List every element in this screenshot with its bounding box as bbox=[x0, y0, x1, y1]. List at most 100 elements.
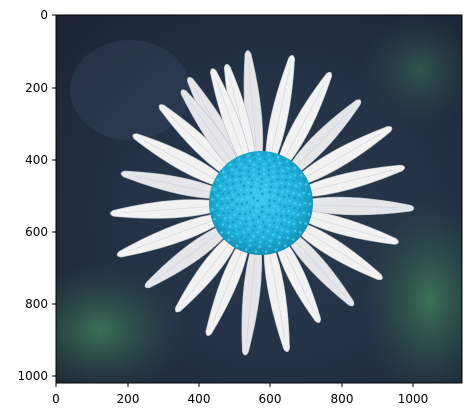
x-tick-label: 600 bbox=[259, 392, 282, 406]
floret bbox=[267, 219, 270, 222]
floret bbox=[288, 241, 291, 245]
floret bbox=[265, 178, 269, 182]
floret bbox=[259, 182, 263, 186]
floret bbox=[214, 183, 217, 187]
bg-blur-top-left bbox=[70, 40, 190, 140]
floret bbox=[278, 186, 281, 190]
floret bbox=[256, 193, 259, 197]
floret bbox=[283, 200, 287, 203]
floret bbox=[254, 250, 258, 254]
y-tick-label: 800 bbox=[25, 297, 48, 311]
petal-vein bbox=[299, 170, 393, 194]
floret bbox=[249, 191, 253, 195]
floret bbox=[262, 162, 266, 166]
floret bbox=[230, 198, 234, 202]
floret bbox=[268, 190, 272, 194]
floret bbox=[254, 188, 257, 192]
floret bbox=[267, 153, 270, 156]
floret bbox=[267, 168, 271, 172]
floret bbox=[219, 184, 222, 188]
floret bbox=[247, 169, 251, 173]
floret bbox=[262, 172, 266, 176]
floret bbox=[217, 214, 221, 217]
floret bbox=[247, 175, 251, 178]
floret bbox=[279, 246, 283, 250]
floret bbox=[220, 202, 224, 205]
floret bbox=[225, 201, 229, 205]
floret bbox=[273, 243, 276, 247]
floret bbox=[261, 230, 265, 234]
floret bbox=[238, 212, 241, 216]
floret bbox=[301, 186, 304, 190]
petal bbox=[263, 241, 290, 353]
petal bbox=[298, 164, 405, 198]
floret bbox=[239, 188, 243, 192]
floret bbox=[217, 189, 221, 192]
floret bbox=[263, 225, 267, 228]
floret bbox=[248, 223, 252, 226]
floret bbox=[231, 220, 235, 224]
floret bbox=[277, 166, 280, 170]
floret bbox=[240, 235, 243, 238]
floret bbox=[284, 224, 288, 228]
floret bbox=[281, 175, 284, 178]
floret bbox=[293, 196, 296, 200]
floret bbox=[280, 228, 284, 231]
floret bbox=[252, 168, 255, 172]
floret bbox=[288, 204, 292, 208]
y-tick-label: 1000 bbox=[17, 369, 48, 383]
floret bbox=[256, 199, 260, 202]
floret bbox=[242, 172, 246, 175]
floret bbox=[298, 208, 301, 212]
floret bbox=[285, 172, 289, 176]
floret bbox=[231, 182, 235, 186]
floret bbox=[227, 191, 230, 195]
floret bbox=[267, 234, 270, 238]
floret bbox=[251, 153, 255, 156]
floret bbox=[221, 223, 224, 226]
floret bbox=[221, 207, 224, 210]
floret bbox=[213, 217, 217, 221]
floret bbox=[247, 233, 250, 236]
floret bbox=[271, 216, 275, 220]
floret bbox=[276, 155, 280, 159]
floret bbox=[292, 179, 295, 183]
floret bbox=[303, 206, 307, 210]
petal-vein bbox=[133, 175, 222, 195]
floret bbox=[250, 185, 253, 188]
floret bbox=[226, 221, 229, 224]
floret bbox=[251, 234, 255, 238]
floret bbox=[236, 208, 240, 211]
floret bbox=[267, 173, 271, 177]
floret bbox=[235, 244, 239, 248]
floret bbox=[302, 191, 306, 195]
petal-vein bbox=[216, 80, 248, 166]
floret bbox=[252, 213, 256, 217]
floret bbox=[298, 203, 302, 207]
floret bbox=[276, 172, 280, 175]
floret bbox=[273, 204, 276, 208]
floret bbox=[252, 196, 255, 200]
floret bbox=[286, 189, 289, 193]
floret bbox=[264, 188, 267, 192]
floret bbox=[269, 249, 273, 253]
floret bbox=[285, 160, 289, 163]
floret bbox=[257, 167, 260, 171]
petal-vein bbox=[287, 232, 345, 297]
floret bbox=[256, 204, 260, 207]
petal-vein bbox=[300, 204, 401, 209]
floret bbox=[223, 187, 226, 191]
petal-vein bbox=[248, 63, 258, 164]
floret bbox=[304, 222, 307, 225]
floret bbox=[262, 235, 265, 239]
floret bbox=[256, 152, 260, 156]
floret bbox=[307, 192, 311, 196]
floret bbox=[256, 235, 260, 239]
y-tick-label: 600 bbox=[25, 225, 48, 239]
floret bbox=[287, 220, 291, 224]
floret bbox=[257, 172, 261, 176]
floret bbox=[286, 230, 289, 233]
floret bbox=[242, 155, 245, 159]
floret bbox=[278, 235, 281, 239]
floret bbox=[234, 237, 238, 241]
